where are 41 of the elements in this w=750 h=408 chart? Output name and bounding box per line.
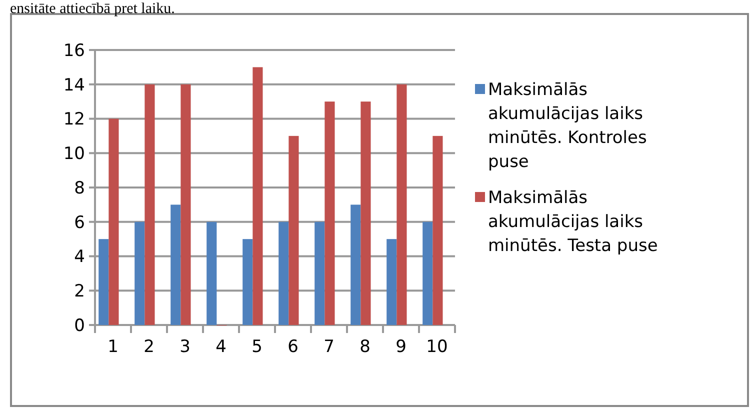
- bar: [108, 118, 119, 325]
- x-tick-label: 5: [252, 337, 262, 357]
- bar: [98, 239, 109, 325]
- x-tick-label: 8: [360, 337, 370, 357]
- bar: [360, 102, 371, 325]
- x-tick-label: 3: [180, 337, 190, 357]
- bar: [324, 102, 335, 325]
- bar: [170, 204, 181, 325]
- bar: [422, 222, 433, 325]
- bar: [180, 84, 191, 325]
- x-tick-label: 4: [216, 337, 226, 357]
- y-tick-label: 6: [74, 212, 85, 233]
- x-tick-label: 10: [426, 337, 448, 357]
- bar: [242, 239, 253, 325]
- bar: [144, 84, 155, 325]
- y-tick-label: 14: [63, 75, 85, 96]
- bar: [314, 222, 325, 325]
- y-tick-label: 16: [63, 40, 85, 61]
- bar: [288, 136, 299, 325]
- x-tick-label: 1: [108, 337, 118, 357]
- bar: [252, 67, 263, 325]
- x-tick-label: 6: [288, 337, 298, 357]
- bar: [350, 204, 361, 325]
- bar: [386, 239, 397, 325]
- text: ensitāte attiecībā pret laiku.: [10, 1, 175, 17]
- bar: [278, 222, 289, 325]
- x-tick-label: 2: [144, 337, 154, 357]
- y-tick-label: 4: [74, 247, 85, 268]
- y-tick-label: 12: [63, 110, 85, 130]
- y-tick-label: 2: [74, 282, 85, 302]
- y-tick-label: 10: [63, 144, 85, 164]
- bar: [432, 136, 443, 325]
- bar: [134, 222, 145, 325]
- bar: [206, 222, 217, 325]
- legend-label: Maksimālās akumulācijas laiks minūtēs. Testa puse: [488, 188, 658, 256]
- legend-label: Maksimālās akumulācijas laiks minūtēs. Kontroles puse: [488, 80, 647, 172]
- x-tick-label: 7: [324, 337, 334, 357]
- x-tick-label: 9: [396, 337, 406, 357]
- y-tick-label: 8: [74, 178, 85, 198]
- y-tick-label: 0: [74, 316, 85, 336]
- bar: [396, 84, 407, 325]
